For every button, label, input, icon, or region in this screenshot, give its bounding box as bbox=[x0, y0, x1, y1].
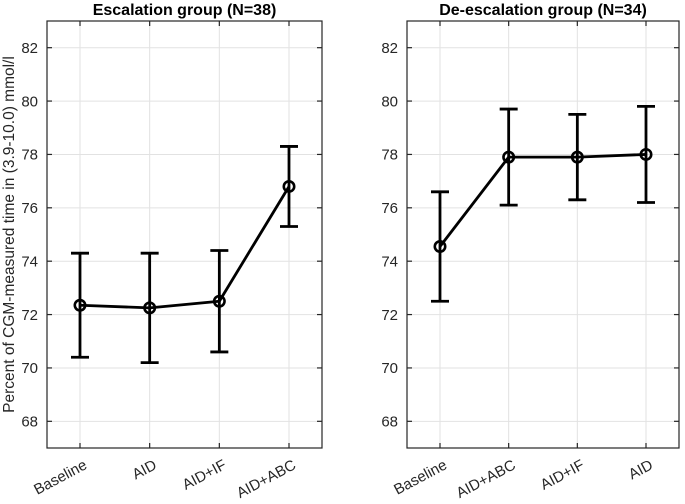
series-line bbox=[438, 153, 647, 248]
data-point-marker bbox=[502, 150, 516, 164]
y-tick-label: 70 bbox=[381, 360, 398, 377]
y-tick-label: 72 bbox=[21, 307, 38, 324]
x-tick-label: AID+ABC bbox=[234, 456, 299, 501]
y-axis-label: Percent of CGM-measured time in (3.9-10.… bbox=[1, 56, 18, 413]
data-point-marker bbox=[212, 294, 226, 308]
x-tick-label: AID bbox=[626, 456, 656, 483]
y-tick-label: 68 bbox=[381, 414, 398, 431]
y-tick-label: 82 bbox=[381, 40, 398, 57]
y-tick-label: 76 bbox=[381, 200, 398, 217]
axis-box bbox=[406, 20, 680, 449]
x-tick-label: Baseline bbox=[391, 457, 450, 499]
panel-escalation: 68 70 72 74 76 78 80 82 Baseline AID AID+IF AID+ABC… bbox=[21, 2, 323, 502]
y-tick-label: 76 bbox=[21, 200, 38, 217]
x-tick-label: AID+IF bbox=[180, 457, 230, 494]
y-tick-label: 74 bbox=[381, 253, 398, 270]
y-tick-label: 70 bbox=[21, 360, 38, 377]
x-tick-label: AID bbox=[129, 456, 159, 483]
y-tick-label: 68 bbox=[21, 414, 38, 431]
y-tick-label: 80 bbox=[21, 93, 38, 110]
data-point-marker bbox=[570, 150, 584, 164]
y-tick-label: 72 bbox=[381, 307, 398, 324]
x-tick-label: AID+IF bbox=[538, 457, 588, 494]
data-point-marker bbox=[282, 179, 296, 193]
series-line bbox=[79, 185, 291, 310]
y-tick-label: 80 bbox=[381, 93, 398, 110]
data-point-marker bbox=[73, 298, 87, 312]
y-tick-label: 74 bbox=[21, 253, 38, 270]
panel-title: De-escalation group (N=34) bbox=[439, 2, 647, 19]
panel-title: Escalation group (N=38) bbox=[93, 2, 277, 19]
axis-box bbox=[46, 20, 323, 449]
y-tick-label: 78 bbox=[21, 147, 38, 164]
y-tick-label: 82 bbox=[21, 40, 38, 57]
x-tick-label: Baseline bbox=[31, 457, 90, 499]
panel-de-escalation: 68 70 72 74 76 78 80 82 Baseline AID+ABC AID+IF AID… bbox=[381, 2, 680, 502]
data-point-marker bbox=[433, 240, 447, 254]
x-tick-label: AID+ABC bbox=[454, 456, 519, 501]
y-tick-label: 78 bbox=[381, 147, 398, 164]
data-point-marker bbox=[143, 301, 157, 315]
data-point-marker bbox=[639, 147, 653, 161]
